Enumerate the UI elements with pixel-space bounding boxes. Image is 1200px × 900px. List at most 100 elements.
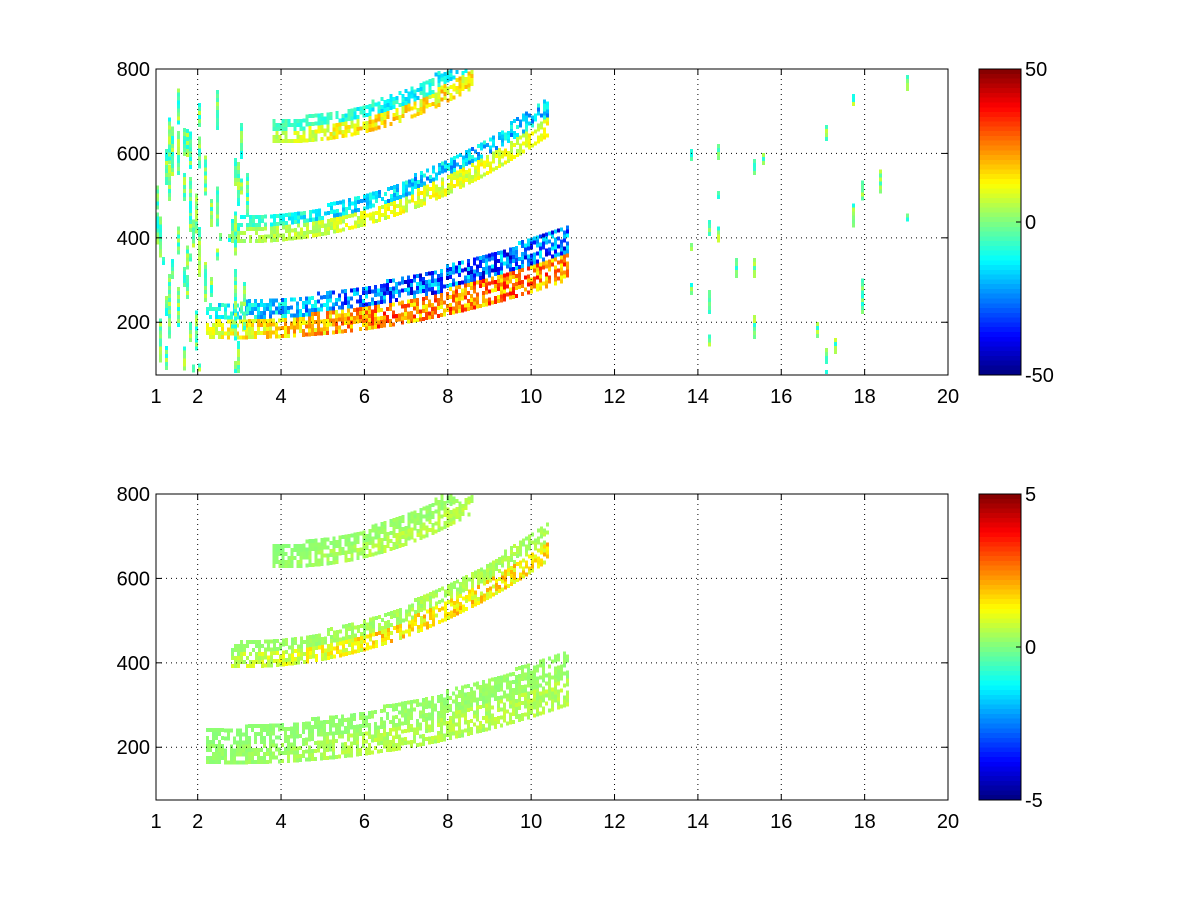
- heatmap-cell: [482, 259, 485, 264]
- heatmap-cell: [474, 594, 477, 599]
- heatmap-cell: [477, 159, 480, 164]
- heatmap-cell: [519, 548, 522, 553]
- heatmap-cell: [401, 542, 405, 547]
- heatmap-cell: [498, 160, 501, 165]
- heatmap-cell: [707, 305, 711, 310]
- colorbar-tick-label: 0: [1025, 212, 1036, 234]
- heatmap-cell: [422, 109, 426, 114]
- heatmap-cell: [450, 189, 453, 194]
- heatmap-cell: [512, 282, 515, 287]
- heatmap-cell: [215, 311, 218, 316]
- heatmap-cell: [707, 289, 711, 294]
- heatmap-cell: [551, 258, 554, 263]
- heatmap-cell: [461, 288, 464, 293]
- heatmap-cell: [566, 678, 569, 683]
- heatmap-cell: [206, 306, 209, 311]
- heatmap-cell: [516, 578, 519, 583]
- heatmap-cell: [437, 524, 441, 528]
- heatmap-cell: [257, 311, 260, 316]
- heatmap-cell: [488, 686, 491, 691]
- heatmap-cell: [240, 135, 243, 139]
- heatmap-cell: [356, 127, 360, 131]
- heatmap-cell: [500, 262, 503, 267]
- heatmap-cell: [438, 171, 441, 176]
- heatmap-cell: [390, 611, 393, 615]
- heatmap-cell: [504, 160, 507, 165]
- heatmap-cell: [519, 540, 522, 545]
- heatmap-cell: [351, 201, 354, 206]
- heatmap-cell: [282, 225, 285, 230]
- heatmap-cell: [383, 740, 386, 745]
- heatmap-cell: [551, 234, 554, 239]
- heatmap-cell: [347, 304, 350, 309]
- heatmap-cell: [501, 162, 504, 167]
- heatmap-cell: [311, 539, 315, 543]
- heatmap-cell: [495, 566, 498, 571]
- heatmap-cell: [365, 739, 368, 744]
- heatmap-cell: [332, 330, 335, 335]
- heatmap-cell: [332, 290, 335, 295]
- heatmap-cell: [833, 350, 837, 355]
- heatmap-cell: [452, 711, 455, 716]
- heatmap-cell: [282, 237, 285, 242]
- heatmap-cell: [326, 561, 330, 566]
- heatmap-cell: [351, 225, 354, 230]
- heatmap-cell: [432, 185, 435, 190]
- heatmap-cell: [315, 221, 318, 225]
- heatmap-cell: [218, 331, 221, 336]
- heatmap-cell: [296, 309, 299, 314]
- heatmap-cell: [536, 235, 539, 240]
- heatmap-cell: [416, 731, 419, 735]
- heatmap-cell: [344, 538, 348, 543]
- heatmap-cell: [234, 293, 237, 298]
- heatmap-cell: [335, 560, 339, 564]
- heatmap-cell: [510, 140, 513, 145]
- heatmap-cell: [542, 694, 545, 699]
- heatmap-cell: [503, 277, 506, 282]
- heatmap-cell: [518, 257, 521, 262]
- heatmap-cell: [165, 173, 168, 178]
- colorbar-swatch: [979, 116, 1021, 123]
- heatmap-cell: [473, 261, 476, 266]
- heatmap-cell: [324, 652, 327, 657]
- heatmap-cell: [377, 101, 381, 106]
- heatmap-cell: [311, 737, 314, 742]
- heatmap-cell: [468, 589, 471, 594]
- heatmap-cell: [365, 545, 369, 550]
- heatmap-cell: [537, 528, 540, 533]
- heatmap-cell: [443, 312, 446, 317]
- heatmap-cell: [237, 198, 240, 203]
- heatmap-cell: [287, 564, 291, 569]
- heatmap-cell: [251, 307, 254, 312]
- heatmap-cell: [497, 279, 500, 284]
- heatmap-cell: [159, 216, 162, 221]
- heatmap-cell: [243, 285, 246, 290]
- heatmap-cell: [368, 710, 371, 715]
- heatmap-cell: [230, 315, 233, 320]
- heatmap-cell: [255, 656, 258, 660]
- heatmap-cell: [482, 716, 485, 721]
- heatmap-cell: [521, 264, 524, 269]
- heatmap-cell: [548, 251, 551, 256]
- heatmap-cell: [537, 560, 540, 565]
- heatmap-cell: [359, 303, 362, 308]
- heatmap-cell: [510, 573, 513, 578]
- heatmap-cell: [359, 299, 362, 304]
- heatmap-cell: [425, 509, 429, 514]
- heatmap-cell: [518, 698, 521, 703]
- heatmap-cell: [377, 292, 380, 297]
- heatmap-cell: [557, 673, 560, 678]
- heatmap-cell: [308, 316, 311, 321]
- heatmap-cell: [464, 728, 467, 733]
- heatmap-cell: [417, 625, 420, 629]
- heatmap-cell: [497, 716, 500, 721]
- heatmap-cell: [237, 202, 240, 207]
- heatmap-cell: [824, 370, 828, 375]
- heatmap-cell: [218, 319, 221, 324]
- heatmap-cell: [449, 728, 452, 733]
- heatmap-cell: [458, 88, 462, 93]
- heatmap-cell: [500, 683, 503, 688]
- heatmap-cell: [293, 738, 296, 743]
- heatmap-cell: [444, 605, 447, 610]
